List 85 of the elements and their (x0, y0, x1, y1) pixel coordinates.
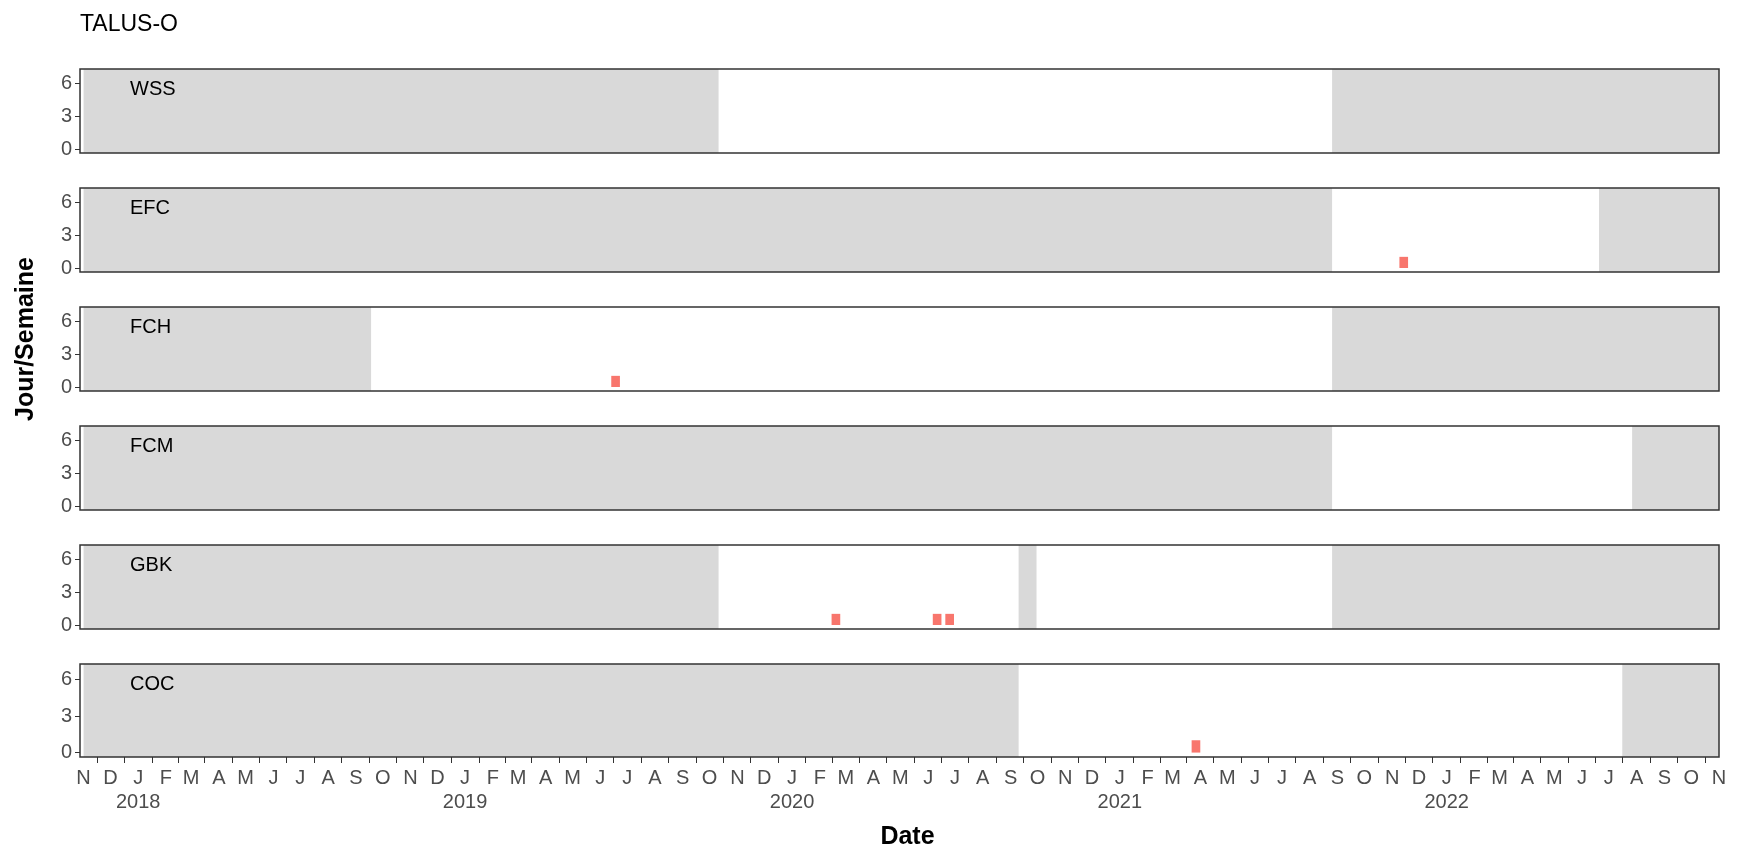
x-tick-label: N (730, 765, 745, 788)
x-tick-label: S (1003, 765, 1018, 788)
x-tick-label: D (1084, 765, 1100, 788)
y-axis-title: Jour/Semaine (10, 256, 39, 421)
x-tick-label: M (1218, 765, 1236, 788)
y-tick-label: 6 (60, 427, 72, 450)
x-tick-label: A (321, 765, 336, 788)
x-tick-label: J (295, 765, 306, 788)
x-tick-label: F (1141, 765, 1154, 788)
y-tick-label: 0 (60, 612, 72, 635)
x-tick-label: N (403, 765, 418, 788)
x-tick-label: M (1545, 765, 1563, 788)
y-tick-label: 0 (60, 740, 72, 763)
x-tick-label: D (103, 765, 118, 788)
x-tick-label: N (1057, 765, 1073, 788)
x-tick-label: A (1193, 765, 1208, 788)
x-tick-label: J (1276, 765, 1287, 788)
x-tick-label: M (1164, 765, 1181, 788)
y-tick-label: 6 (60, 189, 72, 212)
x-tick-label: M (1491, 765, 1508, 788)
x-axis-title: Date (880, 821, 935, 850)
x-tick-label: M (837, 765, 855, 788)
x-tick-label: S (349, 765, 363, 788)
y-tick-label: 3 (60, 460, 72, 483)
annotation: FCH (130, 314, 172, 337)
x-tick-label: N (1384, 765, 1400, 788)
y-tick-label: 6 (60, 667, 72, 690)
x-tick-label: A (1303, 765, 1318, 788)
x-tick-label: J (1603, 765, 1614, 788)
x-tick-label: S (1657, 765, 1672, 788)
annotation: EFC (130, 195, 170, 218)
x-tick-label: J (622, 765, 633, 788)
x-tick-label: A (866, 765, 881, 788)
x-tick-label: J (923, 765, 934, 788)
chart-title: TALUS-O (80, 10, 178, 37)
x-tick-label: O (1683, 765, 1700, 788)
x-tick-label: M (892, 765, 909, 788)
x-tick-label: A (1520, 765, 1535, 788)
x-tick-label: F (159, 765, 173, 788)
x-tick-label: J 2022 (1424, 765, 1469, 812)
x-tick-label: J (950, 765, 961, 788)
x-tick-label: D (757, 765, 772, 788)
x-tick-label: O (701, 765, 718, 788)
x-tick-label: S (676, 765, 690, 788)
y-tick-label: 3 (60, 579, 72, 602)
x-tick-label: F (1468, 765, 1481, 788)
y-tick-label: 0 (60, 493, 72, 516)
x-tick-label: F (813, 765, 826, 788)
x-tick-label: O (1356, 765, 1373, 788)
y-tick-label: 0 (60, 374, 72, 397)
y-tick-label: 6 (60, 308, 72, 331)
x-tick-label: A (976, 765, 991, 788)
x-tick-label: M (182, 765, 200, 788)
x-tick-label: S (1330, 765, 1345, 788)
annotation: COC (130, 671, 175, 694)
x-tick-label: A (1629, 765, 1644, 788)
x-tick-label: O (1029, 765, 1046, 788)
y-tick-label: 3 (60, 703, 72, 726)
x-tick-label: J (1250, 765, 1261, 788)
x-tick-label: J (1576, 765, 1587, 788)
y-tick-label: 3 (60, 103, 72, 126)
y-tick-label: 3 (60, 222, 72, 245)
x-tick-label: M (237, 765, 255, 788)
x-tick-label: F (486, 765, 499, 788)
x-tick-label: M (564, 765, 581, 788)
y-tick-label: 6 (60, 546, 72, 569)
x-tick-label: D (1411, 765, 1427, 788)
y-tick-label: 0 (60, 136, 72, 159)
y-tick-label: 6 (60, 70, 72, 93)
x-tick-label: A (212, 765, 227, 788)
x-tick-label: N (1711, 765, 1727, 788)
x-tick-label: D (430, 765, 445, 788)
y-tick-label: 3 (60, 341, 72, 364)
x-tick-label: A (648, 765, 663, 788)
x-tick-label: A (539, 765, 554, 788)
x-tick-label: M (509, 765, 527, 788)
annotation: WSS (130, 76, 176, 99)
y-tick-label: 0 (60, 255, 72, 278)
x-tick-label: O (374, 765, 391, 788)
annotation: FCM (130, 433, 174, 456)
x-tick-label: J (595, 765, 606, 788)
x-tick-label: N (76, 765, 91, 788)
annotation: GBK (130, 552, 173, 575)
x-tick-label: J (268, 765, 279, 788)
x-tick-label: J 2021 (1097, 765, 1143, 812)
